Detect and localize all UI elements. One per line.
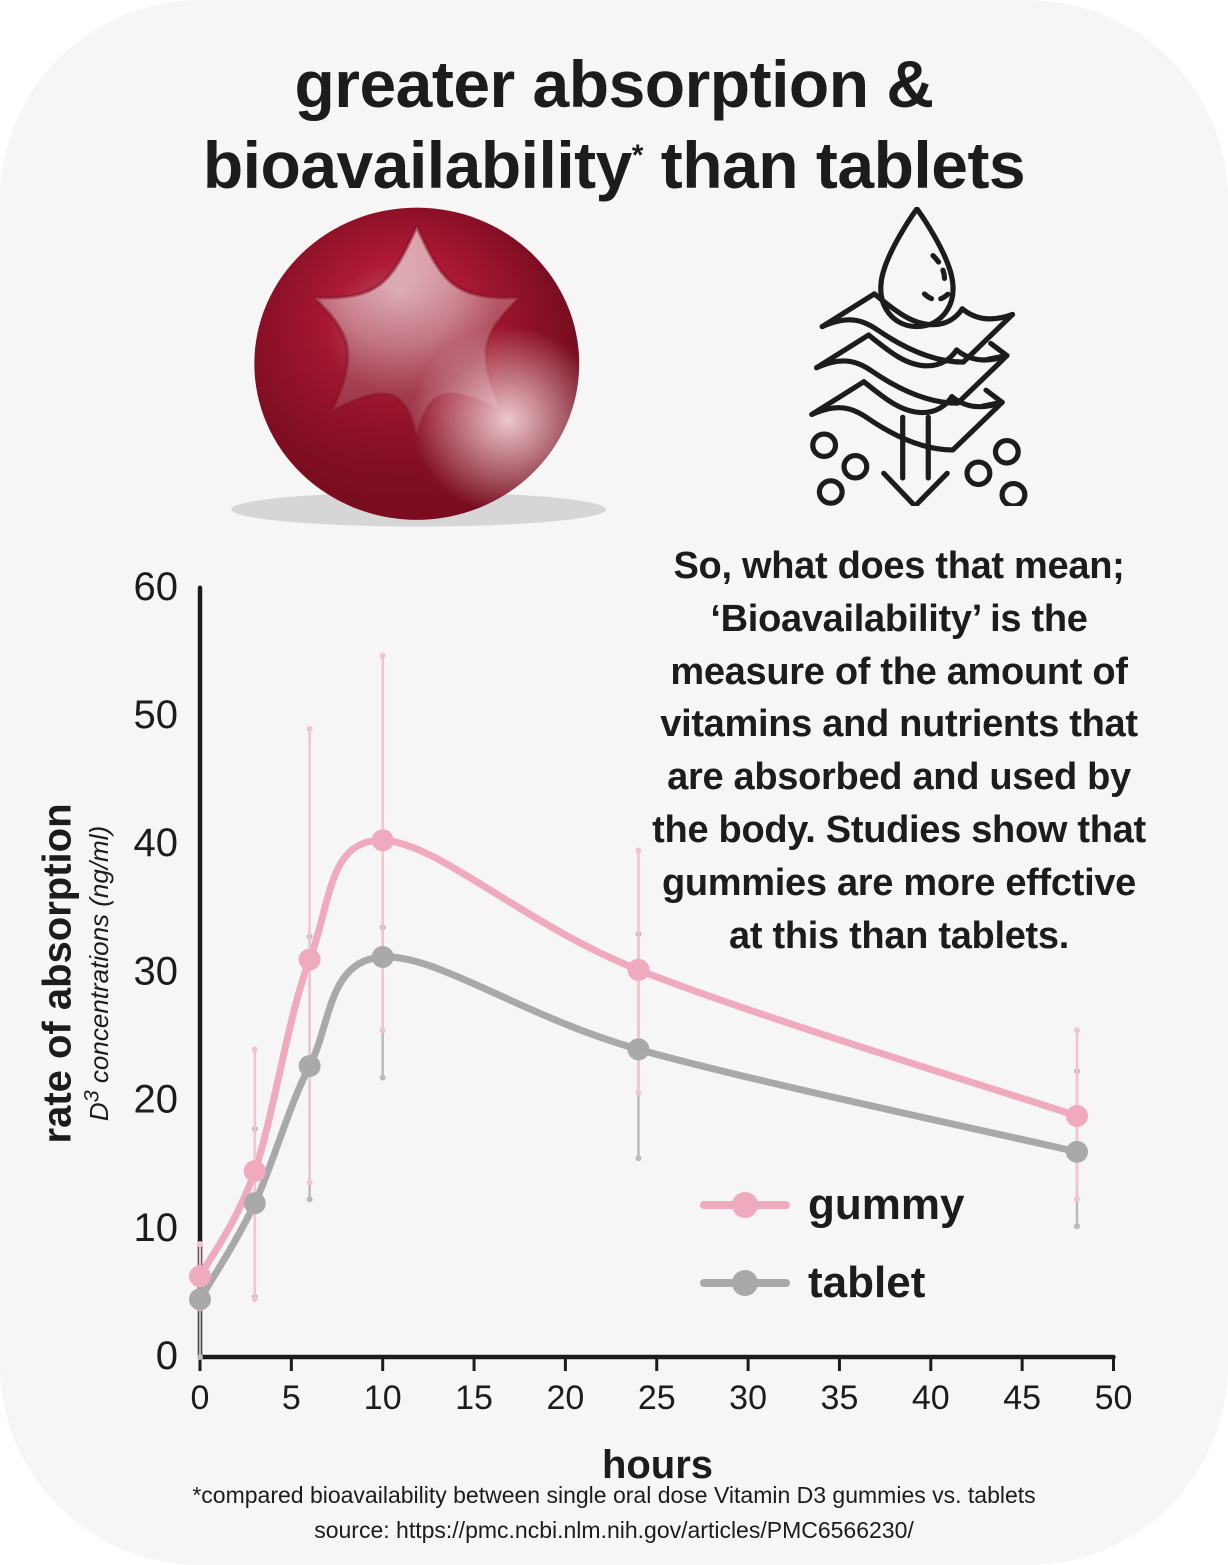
svg-text:40: 40 — [134, 821, 179, 865]
svg-text:0: 0 — [156, 1334, 178, 1378]
svg-text:15: 15 — [455, 1379, 493, 1417]
svg-text:5: 5 — [282, 1379, 301, 1417]
svg-text:45: 45 — [1003, 1379, 1041, 1417]
svg-text:50: 50 — [134, 693, 179, 737]
svg-text:0: 0 — [191, 1379, 210, 1417]
svg-text:35: 35 — [821, 1379, 859, 1417]
svg-text:20: 20 — [546, 1379, 584, 1417]
svg-text:50: 50 — [1095, 1379, 1133, 1417]
svg-text:40: 40 — [912, 1379, 950, 1417]
svg-text:60: 60 — [134, 565, 179, 609]
svg-text:30: 30 — [134, 949, 179, 993]
svg-text:30: 30 — [729, 1379, 767, 1417]
svg-text:20: 20 — [134, 1078, 179, 1122]
svg-text:25: 25 — [638, 1379, 676, 1417]
svg-text:10: 10 — [134, 1206, 179, 1250]
svg-text:10: 10 — [364, 1379, 402, 1417]
